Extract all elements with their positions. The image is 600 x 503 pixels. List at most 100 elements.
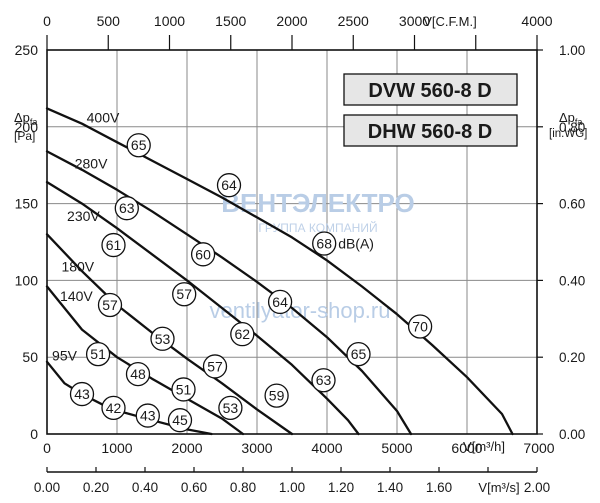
sound-level-circle: [101, 395, 126, 421]
sound-level-circle: [114, 196, 139, 221]
sound-level-value: 68: [316, 236, 332, 252]
curve-label: 280V: [75, 156, 108, 172]
x-tick-label-cfm: 2000: [276, 13, 307, 29]
y-axis-label-inwg: Δpfa: [559, 110, 582, 127]
x-tick-label-m3h: 3000: [241, 440, 272, 456]
sound-level-value: 51: [176, 381, 192, 397]
sound-level-value: 60: [195, 246, 211, 262]
model-name-label: DHW 560-8 D: [368, 121, 492, 143]
sound-level-circle: [216, 173, 242, 198]
sound-level-circle: [230, 322, 255, 347]
sound-level-value: 65: [351, 346, 367, 362]
x-tick-label-m3h: 7000: [523, 440, 554, 456]
sound-level-value: 64: [272, 294, 288, 310]
model-boxes: DVW 560-8 D DHW 560-8 D: [343, 73, 518, 147]
model-name-box: [343, 114, 518, 147]
x-tick-label-cfm: 500: [97, 13, 121, 29]
x-tick-label-cfm: 3000: [399, 13, 430, 29]
y-tick-label-inwg: 0.00: [559, 427, 585, 442]
x-tick-label-cfm: 0: [43, 13, 51, 29]
y-tick-label-inwg: 0.60: [559, 197, 585, 212]
x-tick-label-m3s: 1.20: [328, 480, 354, 495]
watermark-tagline: ГРУППА КОМПАНИЙ: [258, 220, 377, 235]
x-tick-label-m3h: 2000: [171, 440, 202, 456]
sound-level-circle: [312, 231, 337, 256]
sound-level-circle: [101, 232, 126, 258]
sound-level-circle: [126, 133, 151, 158]
sound-level-circle: [311, 368, 336, 393]
y-tick-label-pa: 100: [15, 272, 39, 288]
y-axis-label-subscript: fa: [30, 117, 38, 127]
y-tick-label-pa: 200: [15, 119, 39, 135]
sound-level-circle: [346, 341, 371, 367]
y-tick-label-inwg: 0.40: [559, 273, 585, 288]
sound-level-value: 64: [221, 177, 237, 193]
x-tick-label-m3h: 0: [43, 440, 51, 456]
sound-level-markers: 65 64 68 dB(A) 70 63 60 64 65 61 57 62 63 57 53 57 59 51 4…: [69, 133, 433, 433]
sound-level-value: 59: [269, 388, 285, 404]
sound-level-value: 43: [74, 386, 90, 402]
y-tick-label-pa: 50: [22, 349, 38, 365]
x-tick-label-m3h: 4000: [311, 440, 342, 456]
x-tick-label-cfm: 4000: [521, 13, 552, 29]
x-axis-label-m3h: V[m³/h]: [463, 439, 505, 454]
sound-level-value: 48: [130, 366, 146, 382]
x-tick-label-cfm: 1000: [154, 13, 185, 29]
sound-level-circle: [125, 361, 151, 387]
curve-label: 400V: [87, 110, 120, 126]
curve-label: 140V: [60, 288, 93, 304]
x-tick-label-m3s: 1.00: [279, 480, 305, 495]
y-axis-label-pa: Δpfa: [14, 110, 37, 127]
sound-level-value: 62: [235, 326, 251, 342]
series-line-230v: [45, 180, 360, 436]
series-line-140v: [45, 285, 245, 436]
x-tick-label-m3h: 5000: [381, 440, 412, 456]
sound-level-value: 45: [172, 412, 188, 428]
y-tick-label-pa: 150: [15, 196, 39, 212]
y-axis-unit-pa: [Pa]: [14, 129, 35, 143]
axes: 0 1000 2000 3000 4000 5000 6000 7000V[m³/h]0.00…: [14, 13, 587, 495]
y-tick-label-pa: 250: [15, 42, 39, 58]
sound-level-value: 63: [119, 200, 135, 216]
y-tick-label-inwg: 0.20: [559, 350, 585, 365]
sound-level-value: 42: [106, 400, 122, 416]
x-tick-label-m3h: 1000: [101, 440, 132, 456]
model-name-label: DVW 560-8 D: [368, 80, 491, 102]
sound-level-value: 43: [140, 408, 156, 424]
x-axis-label-m3s: V[m³/s]: [478, 480, 519, 495]
sound-level-value: 57: [207, 358, 223, 374]
sound-level-circle: [171, 377, 196, 402]
sound-level-value: 53: [223, 400, 239, 416]
x-tick-label-m3s: 0.80: [230, 480, 256, 495]
sound-level-value: 65: [131, 137, 147, 153]
x-tick-label-m3s: 0.20: [83, 480, 109, 495]
x-tick-label-m3s: 0.00: [34, 480, 60, 495]
sound-level-circle: [407, 314, 433, 339]
sound-level-circle: [264, 383, 289, 408]
watermark-brand: ВЕНТЭЛЕКТРО: [221, 188, 415, 218]
sound-level-circle: [190, 242, 216, 267]
x-tick-label-m3h: 6000: [451, 440, 482, 456]
sound-level-value: 57: [176, 286, 192, 302]
watermark: ВЕНТЭЛЕКТРО ГРУППА КОМПАНИЙ ventilyator-…: [210, 188, 415, 323]
sound-level-value: 63: [316, 372, 332, 388]
sound-level-circle: [267, 289, 293, 315]
sound-level-value: 51: [90, 346, 106, 362]
y-axis-unit-inwg: [in.WG]: [549, 128, 587, 140]
sound-level-value: 61: [106, 237, 122, 253]
sound-level-circle: [85, 341, 111, 367]
x-tick-label-m3s: 1.60: [426, 480, 452, 495]
x-tick-label-cfm: 2500: [338, 13, 369, 29]
sound-level-circle: [172, 282, 197, 307]
x-tick-label-m3s: 1.40: [377, 480, 403, 495]
x-tick-label-m3s: 2.00: [524, 480, 550, 495]
x-tick-label-m3s: 0.40: [132, 480, 158, 495]
sound-level-circle: [135, 403, 160, 428]
sound-level-circle: [97, 292, 123, 318]
x-axis-label-cfm: V[C.F.M.]: [423, 14, 476, 29]
sound-level-value: 70: [412, 318, 428, 334]
y-tick-label-pa: 0: [30, 426, 38, 442]
y-tick-label-inwg: 1.00: [559, 43, 585, 58]
curve-labels: 400V 280V 230V 180V 140V 95V: [52, 110, 120, 364]
